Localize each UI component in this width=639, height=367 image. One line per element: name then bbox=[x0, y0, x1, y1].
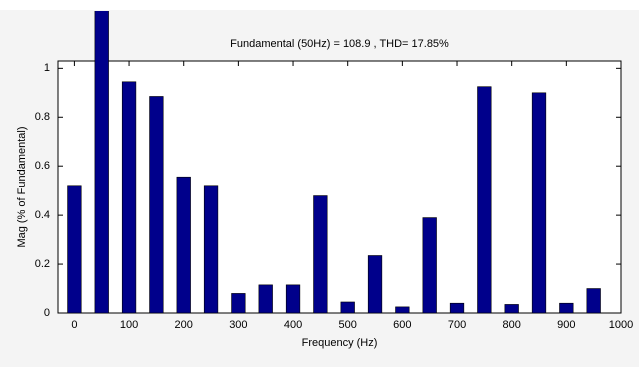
x-tick-label: 800 bbox=[502, 319, 520, 331]
bar bbox=[340, 301, 355, 314]
x-tick-label: 400 bbox=[284, 319, 302, 331]
bar bbox=[422, 217, 437, 314]
x-tick-label: 0 bbox=[71, 319, 77, 331]
x-tick-label: 700 bbox=[448, 319, 466, 331]
x-tick-label: 200 bbox=[175, 319, 193, 331]
x-axis-label: Frequency (Hz) bbox=[302, 337, 378, 349]
bar bbox=[121, 81, 137, 314]
bar bbox=[367, 255, 383, 314]
x-tick-label: 600 bbox=[393, 319, 411, 331]
x-tick-label: 500 bbox=[339, 319, 357, 331]
bar bbox=[449, 302, 465, 314]
y-tick-label: 0.6 bbox=[35, 160, 50, 172]
y-tick-label: 0 bbox=[44, 307, 50, 319]
x-tick-label: 1000 bbox=[609, 319, 633, 331]
bar bbox=[231, 293, 246, 314]
y-tick-label: 0.4 bbox=[35, 209, 50, 221]
bar bbox=[477, 86, 492, 314]
y-tick-label: 0.2 bbox=[35, 258, 50, 270]
bar bbox=[586, 288, 601, 314]
caption-strip bbox=[0, 0, 639, 10]
bar bbox=[531, 92, 547, 314]
x-tick-label: 300 bbox=[229, 319, 247, 331]
bar bbox=[559, 302, 574, 314]
y-tick-label: 0.8 bbox=[35, 111, 50, 123]
bar bbox=[258, 284, 273, 314]
y-tick-label: 1 bbox=[44, 62, 50, 74]
bar bbox=[285, 284, 301, 314]
bar bbox=[176, 176, 191, 314]
bar bbox=[149, 96, 164, 314]
bars bbox=[67, 11, 601, 314]
bar bbox=[203, 185, 219, 314]
y-axis-label: Mag (% of Fundamental) bbox=[16, 126, 28, 247]
bar bbox=[67, 185, 82, 314]
chart-title: Fundamental (50Hz) = 108.9 , THD= 17.85% bbox=[230, 38, 449, 50]
x-tick-label: 100 bbox=[120, 319, 138, 331]
bar bbox=[313, 195, 328, 314]
bar bbox=[504, 304, 519, 314]
x-tick-label: 900 bbox=[557, 319, 575, 331]
bar bbox=[94, 11, 109, 314]
bar bbox=[395, 306, 410, 314]
